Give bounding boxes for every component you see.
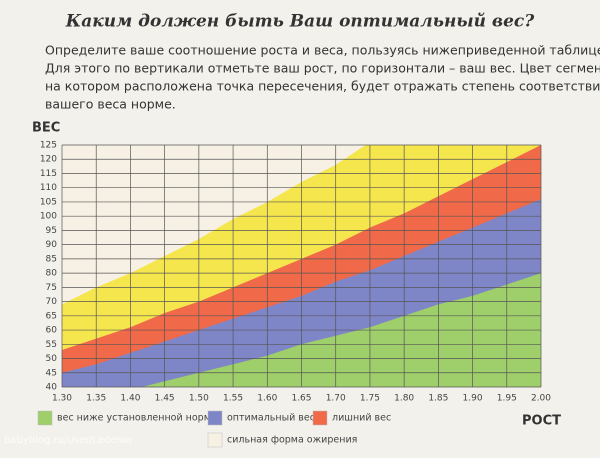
x-tick-label: 1.35 <box>86 394 106 404</box>
x-tick-label: 1.70 <box>326 394 346 404</box>
y-tick-label: 125 <box>40 141 57 151</box>
chart-title: Каким должен быть Ваш оптимальный вес? <box>65 12 536 32</box>
x-tick-label: 1.85 <box>428 394 448 404</box>
x-tick-label: 1.90 <box>463 394 483 404</box>
y-tick-label: 40 <box>46 383 58 393</box>
legend-label: лишний вес <box>332 413 391 424</box>
y-tick-label: 60 <box>46 326 58 336</box>
legend-label: оптимальный вес <box>227 413 315 424</box>
legend-swatch <box>207 432 223 448</box>
legend-swatch <box>312 410 328 426</box>
x-tick-label: 1.45 <box>155 394 175 404</box>
y-tick-label: 110 <box>40 183 57 193</box>
x-tick-label: 1.40 <box>120 394 140 404</box>
y-tick-label: 80 <box>46 269 58 279</box>
watermark: babyblog.ru/user/Ledenia <box>4 435 132 446</box>
x-tick-label: 1.55 <box>223 394 243 404</box>
y-tick-label: 95 <box>46 226 57 236</box>
x-tick-label: 1.80 <box>394 394 414 404</box>
x-tick-label: 1.50 <box>189 394 209 404</box>
legend-label: сильная форма ожирения <box>227 435 357 446</box>
y-tick-label: 50 <box>46 354 58 364</box>
intro-line: вашего веса норме. <box>45 97 176 112</box>
intro-line: Определите ваше соотношение роста и веса… <box>45 43 600 58</box>
x-tick-label: 1.95 <box>497 394 517 404</box>
y-axis-label: ВЕС <box>32 121 60 136</box>
intro-line: Для этого по вертикали отметьте ваш рост… <box>45 61 600 76</box>
y-tick-label: 100 <box>40 212 57 222</box>
x-tick-label: 1.60 <box>257 394 277 404</box>
x-axis-label: РОСТ <box>522 414 561 429</box>
x-tick-label: 1.65 <box>291 394 311 404</box>
y-tick-label: 90 <box>46 240 58 250</box>
y-tick-label: 75 <box>46 283 57 293</box>
x-tick-label: 1.75 <box>360 394 380 404</box>
legend-label: вес ниже установленной нормы <box>57 413 218 424</box>
y-tick-label: 70 <box>46 297 58 307</box>
x-tick-label: 1.30 <box>52 394 72 404</box>
y-tick-label: 45 <box>46 368 57 378</box>
y-tick-label: 65 <box>46 311 57 321</box>
legend-swatch <box>37 410 53 426</box>
y-tick-label: 115 <box>40 169 57 179</box>
y-tick-label: 55 <box>46 340 57 350</box>
intro-line: на котором расположена точка пересечения… <box>45 79 600 94</box>
y-tick-label: 85 <box>46 254 57 264</box>
x-tick-label: 2.00 <box>531 394 551 404</box>
y-tick-label: 120 <box>40 155 57 165</box>
legend-swatch <box>207 410 223 426</box>
y-tick-label: 105 <box>40 197 57 207</box>
